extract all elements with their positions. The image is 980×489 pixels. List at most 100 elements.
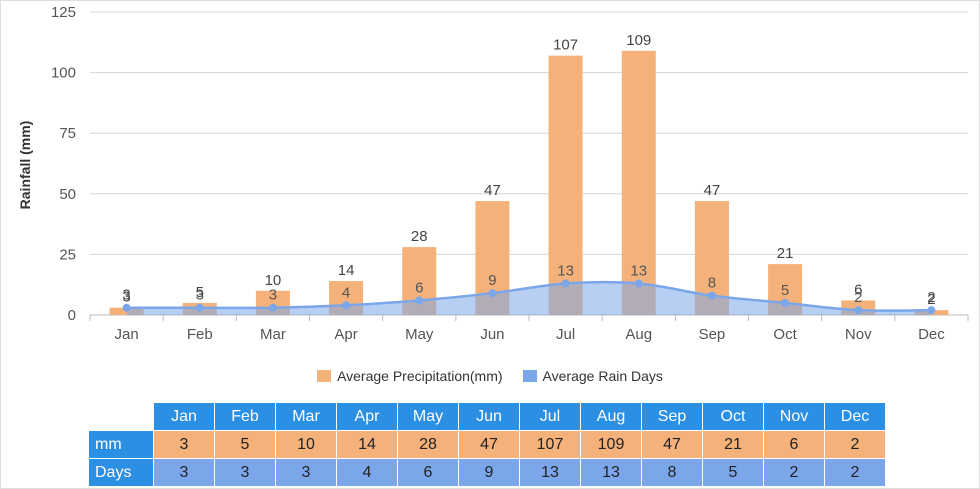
table-cell: 13 bbox=[519, 458, 581, 487]
bar-value-label: 107 bbox=[553, 37, 578, 54]
area-value-label: 4 bbox=[342, 284, 350, 301]
y-axis-title: Rainfall (mm) bbox=[17, 121, 33, 210]
x-tick-label: Jan bbox=[114, 326, 138, 343]
table-month-header: Oct bbox=[702, 402, 764, 431]
table-cell: 3 bbox=[214, 458, 276, 487]
table-month-header: Mar bbox=[275, 402, 337, 431]
area-value-label: 6 bbox=[415, 279, 423, 296]
y-tick-label: 100 bbox=[51, 65, 76, 82]
table-month-header: Sep bbox=[641, 402, 703, 431]
y-tick-label: 75 bbox=[59, 125, 76, 142]
table-cell: 4 bbox=[336, 458, 398, 487]
x-tick-label: Nov bbox=[845, 326, 872, 343]
x-tick-label: Mar bbox=[260, 326, 286, 343]
table-cell: 109 bbox=[580, 430, 642, 459]
table-month-header: Nov bbox=[763, 402, 825, 431]
area-value-label: 3 bbox=[269, 287, 277, 304]
table-cell: 14 bbox=[336, 430, 398, 459]
table-cell: 28 bbox=[397, 430, 459, 459]
x-tick-label: Sep bbox=[699, 326, 726, 343]
rain-days-point bbox=[707, 291, 716, 300]
x-tick-label: Aug bbox=[625, 326, 652, 343]
table-cell: 2 bbox=[763, 458, 825, 487]
area-value-label: 2 bbox=[854, 289, 862, 306]
area-value-label: 13 bbox=[557, 262, 574, 279]
rainfall-data-table: Jan Feb Mar Apr May Jun Jul Aug Sep Oct Nov Dec mm 3… bbox=[88, 402, 886, 487]
grid-lines bbox=[90, 11, 968, 316]
rain-days-point bbox=[854, 306, 863, 315]
bar-value-label: 14 bbox=[338, 262, 355, 279]
bar-value-label: 47 bbox=[484, 182, 501, 199]
table-month-header: Jan bbox=[153, 402, 215, 431]
table-cell: 6 bbox=[397, 458, 459, 487]
rain-days-point bbox=[122, 303, 131, 312]
table-cell: 3 bbox=[153, 430, 215, 459]
rain-days-point bbox=[927, 306, 936, 315]
area-value-label: 3 bbox=[196, 287, 204, 304]
legend-label-precipitation: Average Precipitation(mm) bbox=[337, 368, 503, 384]
table-cell: 2 bbox=[824, 430, 886, 459]
table-month-header: May bbox=[397, 402, 459, 431]
legend-swatch-rain-days bbox=[522, 370, 537, 382]
rain-days-point bbox=[781, 298, 790, 307]
table-row: mm 3 5 10 14 28 47 107 109 47 21 6 2 bbox=[88, 430, 886, 459]
table-row: Days 3 3 3 4 6 9 13 13 8 5 2 2 bbox=[88, 458, 886, 487]
rain-days-area bbox=[122, 279, 936, 315]
table-month-header: Jul bbox=[519, 402, 581, 431]
table-corner bbox=[88, 402, 154, 431]
area-value-label: 13 bbox=[630, 262, 647, 279]
table-cell: 47 bbox=[641, 430, 703, 459]
area-value-label: 9 bbox=[488, 272, 496, 289]
legend-label-rain-days: Average Rain Days bbox=[542, 368, 663, 384]
x-tick-label: Oct bbox=[773, 326, 797, 343]
table-cell: 3 bbox=[275, 458, 337, 487]
table-cell: 8 bbox=[641, 458, 703, 487]
y-tick-label: 25 bbox=[59, 246, 76, 263]
table-month-header: Feb bbox=[214, 402, 276, 431]
rain-days-point bbox=[342, 301, 351, 310]
table-cell: 5 bbox=[214, 430, 276, 459]
table-cell: 5 bbox=[702, 458, 764, 487]
legend-swatch-precipitation bbox=[317, 370, 332, 382]
table-body: mm 3 5 10 14 28 47 107 109 47 21 6 2 Days 3 3 3 4 6 9 13 13 8 5… bbox=[88, 430, 886, 487]
y-tick-label: 125 bbox=[51, 4, 76, 21]
table-cell: 3 bbox=[153, 458, 215, 487]
bar-value-label: 5 bbox=[196, 284, 204, 301]
table-month-header: Dec bbox=[824, 402, 886, 431]
x-tick-label: Feb bbox=[187, 326, 213, 343]
precipitation-bar bbox=[548, 55, 583, 316]
bar-value-label: 6 bbox=[854, 281, 862, 298]
table-cell: 107 bbox=[519, 430, 581, 459]
x-tick-label: Dec bbox=[918, 326, 945, 343]
bar-value-label: 10 bbox=[265, 272, 282, 289]
bar-value-label: 3 bbox=[122, 289, 130, 306]
legend-item-rain-days[interactable]: Average Rain Days bbox=[522, 368, 663, 384]
rain-days-point bbox=[634, 279, 643, 288]
x-tick-label: Apr bbox=[334, 326, 357, 343]
table-month-header: Apr bbox=[336, 402, 398, 431]
table-row-label: Days bbox=[88, 458, 154, 487]
rain-days-point bbox=[561, 279, 570, 288]
rain-days-point bbox=[195, 303, 204, 312]
table-header-row: Jan Feb Mar Apr May Jun Jul Aug Sep Oct Nov Dec bbox=[88, 402, 886, 431]
table-cell: 9 bbox=[458, 458, 520, 487]
table-cell: 13 bbox=[580, 458, 642, 487]
bar-value-label: 2 bbox=[927, 291, 935, 308]
bar-value-label: 28 bbox=[411, 228, 428, 245]
x-tick-label: May bbox=[405, 326, 434, 343]
y-tick-label: 0 bbox=[68, 307, 76, 324]
legend-item-precipitation[interactable]: Average Precipitation(mm) bbox=[317, 368, 503, 384]
x-tick-label: Jul bbox=[556, 326, 575, 343]
table-cell: 6 bbox=[763, 430, 825, 459]
table-row-label: mm bbox=[88, 430, 154, 459]
bar-value-label: 21 bbox=[777, 245, 794, 262]
table-cell: 21 bbox=[702, 430, 764, 459]
table-cell: 10 bbox=[275, 430, 337, 459]
area-value-label: 3 bbox=[122, 287, 130, 304]
area-value-label: 8 bbox=[708, 275, 716, 292]
y-tick-label: 50 bbox=[59, 186, 76, 203]
precipitation-bar bbox=[621, 50, 656, 316]
